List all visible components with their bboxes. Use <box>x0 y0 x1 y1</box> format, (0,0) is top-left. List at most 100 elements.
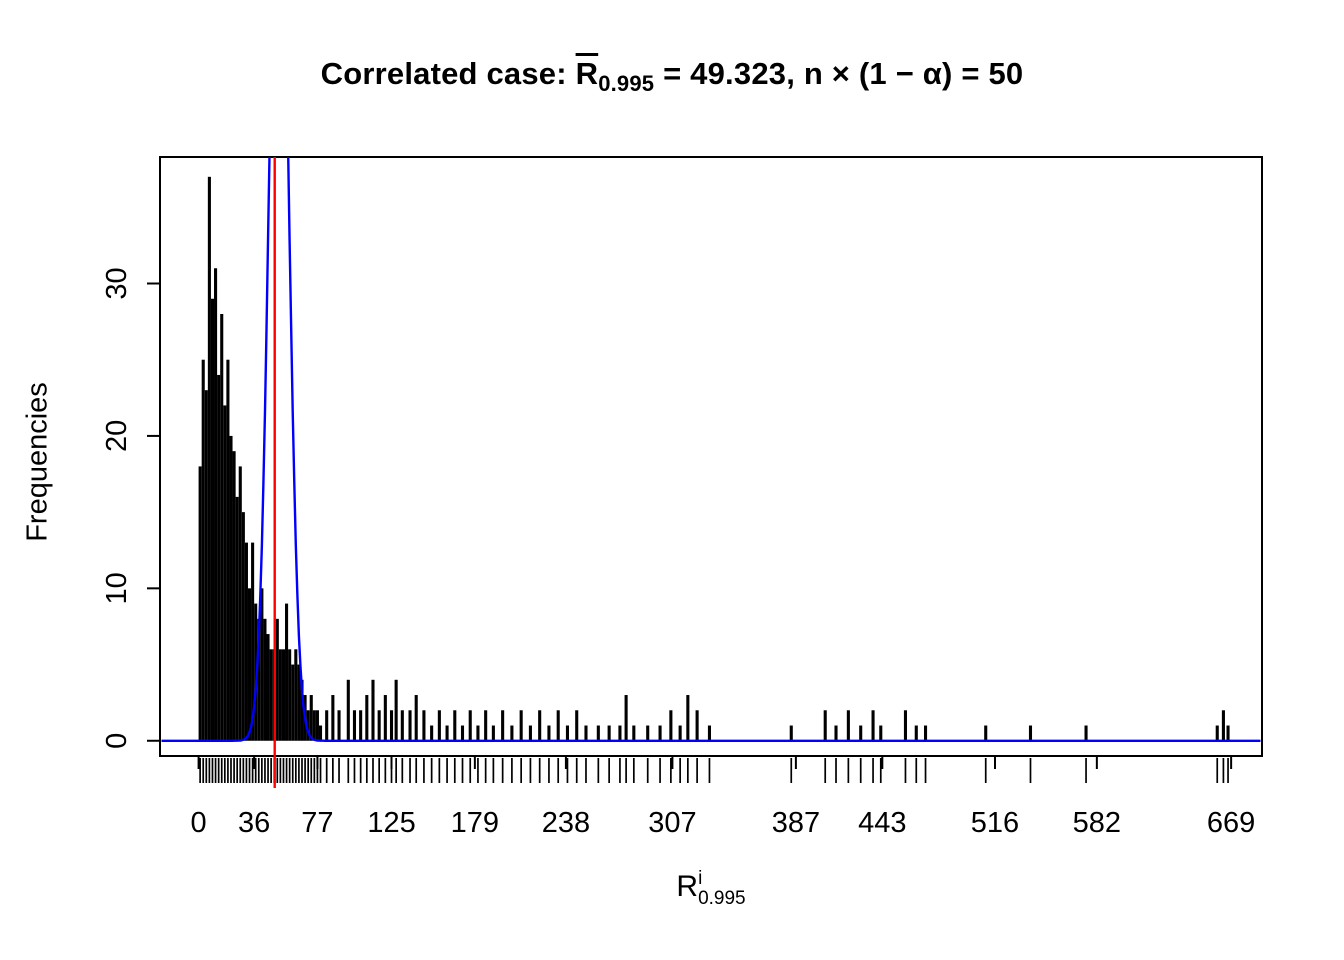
histogram-bar <box>229 435 233 741</box>
histogram-bar <box>377 710 381 741</box>
histogram-bar <box>624 695 628 741</box>
histogram-bar <box>430 725 434 741</box>
x-tick-label: 307 <box>648 807 696 839</box>
y-tick-label: 10 <box>101 572 133 604</box>
histogram-bar <box>389 710 394 741</box>
histogram-bar <box>400 710 404 741</box>
x-tick-label: 77 <box>301 807 333 839</box>
histogram-bar <box>678 725 682 741</box>
histogram-bar <box>207 176 211 741</box>
histogram-bar <box>263 618 267 741</box>
histogram-bar <box>607 725 611 741</box>
histogram-bar <box>575 710 579 741</box>
x-tick-label: 238 <box>542 807 590 839</box>
x-tick-label: 0 <box>191 807 207 839</box>
histogram-bar <box>695 710 699 741</box>
histogram-bar <box>288 649 292 741</box>
histogram-bar <box>632 725 636 741</box>
histogram-bar <box>1028 725 1033 741</box>
x-tick-label: 125 <box>367 807 415 839</box>
histogram-bar <box>437 710 441 741</box>
histogram-bar <box>914 725 918 741</box>
histogram-bar <box>1084 725 1088 741</box>
histogram-bar <box>201 359 205 741</box>
histogram-bar <box>238 466 242 741</box>
y-tick-label: 0 <box>101 733 133 749</box>
histogram-bar <box>291 664 295 741</box>
histogram-bar <box>408 710 412 741</box>
x-tick-label: 387 <box>772 807 820 839</box>
histogram-bar <box>596 725 600 741</box>
histogram-bar <box>269 649 273 741</box>
histogram-bar <box>315 710 319 741</box>
histogram-bar <box>859 725 863 741</box>
x-tick-label: 516 <box>971 807 1019 839</box>
histogram-bar <box>260 588 264 741</box>
title-rest: = 49.323, n × (1 − α) = 50 <box>654 56 1024 91</box>
histogram-bar <box>257 618 261 741</box>
histogram-bar <box>501 710 505 741</box>
histogram-bar <box>214 268 218 741</box>
histogram-bar <box>658 725 662 741</box>
histogram-bar <box>510 725 514 741</box>
histogram-bar <box>346 679 350 741</box>
histogram-bar <box>331 695 335 741</box>
chart-title: Correlated case: R0.995 = 49.323, n × (1… <box>0 56 1344 97</box>
histogram-bar <box>383 695 387 741</box>
histogram-bar <box>309 695 313 741</box>
histogram-bar <box>232 451 236 741</box>
histogram-bar <box>707 725 711 741</box>
histogram-bar <box>281 649 286 741</box>
histogram-bar <box>422 710 426 741</box>
x-tick-label: 443 <box>858 807 906 839</box>
histogram-bar <box>226 359 230 741</box>
x-tick-label: 669 <box>1207 807 1255 839</box>
histogram-bar <box>318 725 323 741</box>
histogram-bar <box>204 390 208 741</box>
histogram-bar <box>1215 725 1219 741</box>
histogram-bar <box>846 710 850 741</box>
histogram-bar <box>984 725 988 741</box>
histogram-bar <box>278 649 282 741</box>
histogram-bar <box>251 542 255 741</box>
histogram-bar <box>414 695 418 741</box>
histogram-bar <box>359 710 363 741</box>
histogram-bar <box>306 710 310 741</box>
histogram-bar <box>618 725 622 741</box>
histogram-bar <box>646 725 650 741</box>
histogram-bar <box>519 710 523 741</box>
histogram-bar <box>468 710 472 741</box>
histogram-bar <box>528 725 532 741</box>
title-rbar-symbol: R <box>575 56 599 91</box>
x-tick-label: 179 <box>451 807 499 839</box>
histogram-bar <box>1221 710 1225 741</box>
histogram-bar <box>394 679 398 741</box>
histogram-bar <box>445 725 449 741</box>
y-axis-title: Frequencies <box>21 382 54 542</box>
density-curve <box>161 157 1261 742</box>
xlabel-superscript: i <box>698 868 703 889</box>
histogram-bar <box>365 695 369 741</box>
x-tick-label: 582 <box>1073 807 1121 839</box>
histogram-bar <box>491 725 495 741</box>
histogram-bar <box>879 725 883 741</box>
histogram-bar <box>325 710 329 741</box>
xlabel-subscript: 0.995 <box>698 887 746 909</box>
histogram-bar <box>220 313 224 741</box>
histogram-bar <box>337 710 341 741</box>
title-rbar-subscript: 0.995 <box>598 71 655 97</box>
histogram-bar <box>669 710 673 741</box>
histogram-bar <box>275 618 279 741</box>
histogram-bar <box>223 405 227 741</box>
histogram-bar <box>547 725 551 741</box>
histogram-bar <box>241 512 245 741</box>
histogram-bar <box>871 710 875 741</box>
x-tick-label: 36 <box>238 807 270 839</box>
histogram-bar <box>210 298 215 741</box>
histogram-bar <box>460 725 465 741</box>
histogram-bar <box>453 710 457 741</box>
histogram-bar <box>266 634 270 741</box>
histogram-bar <box>556 710 560 741</box>
